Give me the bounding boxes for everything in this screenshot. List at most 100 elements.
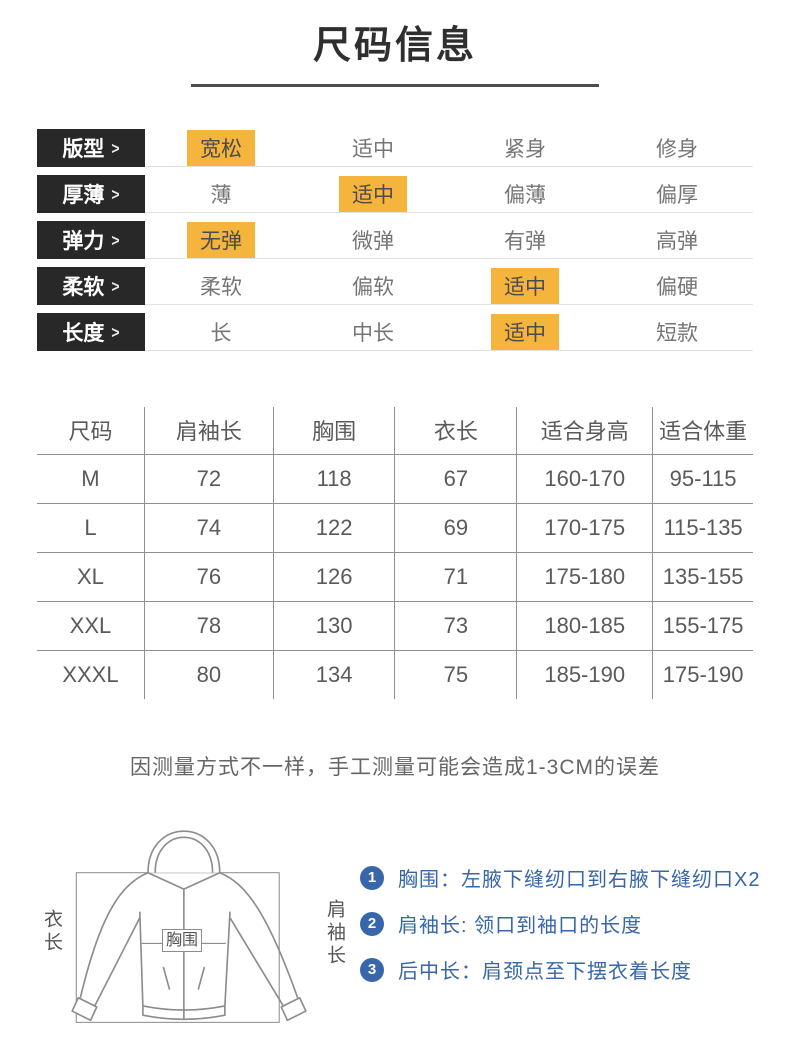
- attribute-option-label: 偏硬: [656, 275, 698, 299]
- size-table-cell: 155-175: [652, 601, 753, 651]
- size-table-section: 尺码 肩袖长 胸围 衣长 适合身高 适合体重 M 72 118 67 160-170 95-115 L…: [37, 407, 753, 699]
- measurement-item: 2 肩袖长: 领口到袖口的长度: [360, 909, 760, 938]
- measurement-text: 肩袖长: 领口到袖口的长度: [398, 915, 643, 937]
- attribute-option-label: 高弹: [656, 229, 698, 253]
- size-table-cell: 160-170: [516, 454, 654, 504]
- attribute-option: 薄: [145, 175, 297, 212]
- attribute-option: 适中: [297, 175, 449, 212]
- measurement-item: 3 后中长：肩颈点至下摆衣着长度: [360, 955, 760, 984]
- size-table-cell: 175-190: [662, 661, 744, 687]
- measurement-item: 1 胸围：左腋下缝纫口到右腋下缝纫口X2: [360, 863, 760, 892]
- size-table-cell: M: [37, 454, 145, 504]
- number-badge: 1: [360, 865, 384, 890]
- size-table-cell: XXL: [37, 601, 145, 651]
- attribute-options: 无弹 微弹 有弹 高弹: [145, 221, 753, 259]
- attribute-option: 微弹: [297, 221, 449, 258]
- attribute-option: 宽松: [145, 129, 297, 166]
- size-table-header-row: 尺码 肩袖长 胸围 衣长 适合身高 适合体重: [37, 407, 753, 455]
- attribute-option-label: 短款: [656, 321, 698, 345]
- attribute-option: 适中: [297, 129, 449, 166]
- chevron-right-icon: >: [111, 276, 120, 296]
- hoodie-body-group: [71, 830, 307, 1022]
- pocket-right: [197, 966, 206, 990]
- attribute-option-label: 偏软: [352, 275, 394, 299]
- hood-outer: [147, 830, 221, 873]
- attribute-option: 中长: [297, 313, 449, 350]
- attribute-row: 长度 > 长 中长 适中 短款: [37, 313, 753, 351]
- cuff-left: [71, 996, 98, 1022]
- size-table-cell: 122: [273, 503, 396, 553]
- chevron-right-icon: >: [111, 230, 120, 250]
- measurement-text: 后中长：肩颈点至下摆衣着长度: [398, 961, 692, 983]
- size-table-cell: 185-190: [516, 650, 654, 699]
- measurement-note: 因测量方式不一样，手工测量可能会造成1-3CM的误差: [129, 756, 660, 779]
- size-table-header-cell: 肩袖长: [144, 407, 274, 455]
- attribute-option: 适中: [449, 267, 601, 304]
- size-table-cell: 134: [273, 650, 396, 699]
- pocket-left: [162, 966, 171, 990]
- attribute-option-label: 偏厚: [656, 183, 698, 207]
- attribute-option-selected: 适中: [491, 267, 559, 304]
- size-table: 尺码 肩袖长 胸围 衣长 适合身高 适合体重 M 72 118 67 160-170 95-115 L…: [37, 407, 753, 699]
- measurement-text: 胸围：左腋下缝纫口到右腋下缝纫口X2: [398, 869, 761, 891]
- size-table-cell: 78: [144, 601, 274, 651]
- attribute-options: 长 中长 适中 短款: [145, 313, 753, 351]
- size-table-row: XL 76 126 71 175-180 135-155: [37, 552, 753, 602]
- attribute-option-label: 修身: [656, 137, 698, 161]
- size-table-cell: XXXL: [37, 650, 145, 699]
- size-table-cell: 67: [394, 454, 518, 504]
- attribute-label: 柔软 >: [37, 267, 145, 305]
- size-table-header-cell: 适合体重: [652, 407, 753, 455]
- size-table-cell: 115-135: [652, 503, 753, 553]
- attribute-option-label: 长: [210, 321, 232, 345]
- attribute-option-label: 偏薄: [504, 183, 546, 207]
- attribute-label: 厚薄 >: [37, 175, 145, 213]
- size-table-cell: 76: [144, 552, 274, 602]
- sleeve-right-inner: [229, 917, 285, 1007]
- cuff-right: [280, 996, 307, 1022]
- size-table-cell: 170-175: [516, 503, 654, 553]
- measure-box: [75, 872, 280, 1023]
- number-badge: 3: [360, 957, 384, 982]
- size-table-cell: L: [37, 503, 145, 553]
- size-table-cell: 75: [394, 650, 518, 699]
- attribute-option-selected: 适中: [491, 313, 559, 350]
- attribute-option-selected: 无弹: [187, 221, 255, 258]
- size-table-cell: 71: [394, 552, 518, 602]
- attribute-label: 弹力 >: [37, 221, 145, 259]
- attribute-option-label: 薄: [210, 183, 232, 207]
- size-table-cell: 126: [273, 552, 396, 602]
- body-right-edge: [224, 911, 231, 1006]
- collar: [147, 871, 221, 890]
- size-table-cell: 180-185: [516, 601, 654, 651]
- garment-diagram: 衣长 肩袖长 胸围: [36, 813, 348, 1041]
- attribute-label: 版型 >: [37, 129, 145, 167]
- attribute-option-selected: 适中: [339, 175, 407, 212]
- attribute-option-label: 中长: [352, 321, 394, 345]
- size-table-head: 尺码 肩袖长 胸围 衣长 适合身高 适合体重: [37, 407, 753, 455]
- size-table-header-cell: 衣长: [394, 407, 518, 455]
- size-table-row: XXXL 80 134 75 185-190 175-190: [37, 650, 753, 699]
- attribute-option: 紧身: [449, 129, 601, 166]
- attribute-label-text: 长度: [62, 322, 105, 345]
- attribute-options: 柔软 偏软 适中 偏硬: [145, 267, 753, 305]
- attribute-option: 偏软: [297, 267, 449, 304]
- attribute-option: 柔软: [145, 267, 297, 304]
- attribute-row: 版型 > 宽松 适中 紧身 修身: [37, 129, 753, 167]
- chevron-right-icon: >: [111, 184, 120, 204]
- chevron-right-icon: >: [111, 138, 120, 158]
- measurement-guide: 衣长 肩袖长 胸围 1 胸围：左腋下缝纫口到右腋下缝纫口X2 2 肩袖长: 领口到袖口…: [0, 813, 790, 1041]
- attribute-option: 偏硬: [601, 267, 753, 304]
- attribute-row: 柔软 > 柔软 偏软 适中 偏硬: [37, 267, 753, 305]
- size-table-cell: 73: [394, 601, 518, 651]
- page-title: 尺码信息: [312, 25, 477, 67]
- attribute-options: 薄 适中 偏薄 偏厚: [145, 175, 753, 213]
- attribute-option-label: 紧身: [504, 137, 546, 161]
- attribute-option: 长: [145, 313, 297, 350]
- attribute-option: 高弹: [601, 221, 753, 258]
- page-header: 尺码信息: [0, 0, 790, 87]
- attribute-label-text: 厚薄: [62, 184, 105, 207]
- attribute-option: 短款: [601, 313, 753, 350]
- size-table-row: XXL 78 130 73 180-185 155-175: [37, 601, 753, 651]
